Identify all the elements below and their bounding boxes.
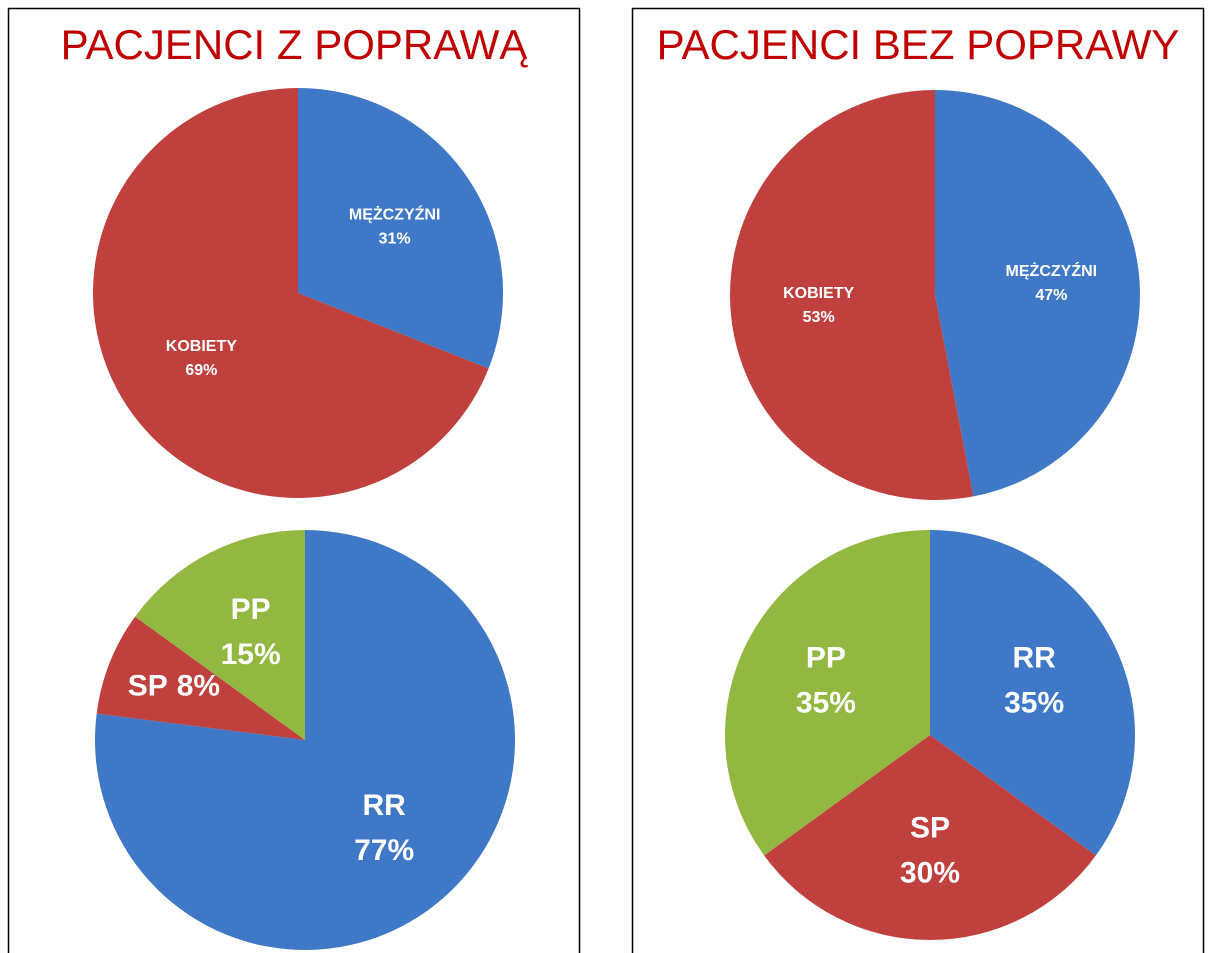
slice-value-label: 53%: [803, 309, 835, 326]
pie-slice: [729, 90, 974, 500]
chart-title: PACJENCI Z POPRAWĄ: [61, 21, 529, 68]
slice-value-label: 15%: [221, 638, 281, 671]
slice-label: MĘŻCZYŹNI: [1006, 261, 1098, 280]
pie-slice: [764, 735, 1096, 940]
pie-slice: [135, 530, 305, 740]
chart-title: PACJENCI BEZ POPRAWY: [657, 21, 1180, 68]
slice-value-label: 35%: [796, 686, 856, 719]
panel-border: [7, 7, 581, 953]
slice-label: RR: [362, 789, 406, 822]
slice-label: SP: [128, 669, 168, 702]
slice-label: RR: [1012, 641, 1056, 674]
slice-value-label: 8%: [177, 669, 220, 702]
pie-slice: [935, 90, 1140, 497]
slice-label: PP: [231, 593, 271, 626]
slice-label: MĘŻCZYŹNI: [349, 205, 441, 224]
slice-value-label: 47%: [1035, 287, 1067, 304]
pie-slice: [930, 530, 1135, 856]
slice-value-label: 30%: [900, 856, 960, 889]
pie-slice: [298, 88, 503, 369]
pie-slice: [725, 530, 930, 856]
panel-border: [631, 7, 1205, 953]
pie-slice: [96, 616, 305, 740]
slice-label: PP: [806, 641, 846, 674]
pie-slice: [93, 88, 489, 498]
slice-value-label: 35%: [1004, 686, 1064, 719]
slice-value-label: 77%: [354, 834, 414, 867]
slice-label: KOBIETY: [166, 338, 237, 355]
slice-label: SP: [910, 811, 950, 844]
slice-value-label: 31%: [379, 231, 411, 248]
slice-value-label: 69%: [185, 362, 217, 379]
slice-label: KOBIETY: [783, 285, 854, 302]
